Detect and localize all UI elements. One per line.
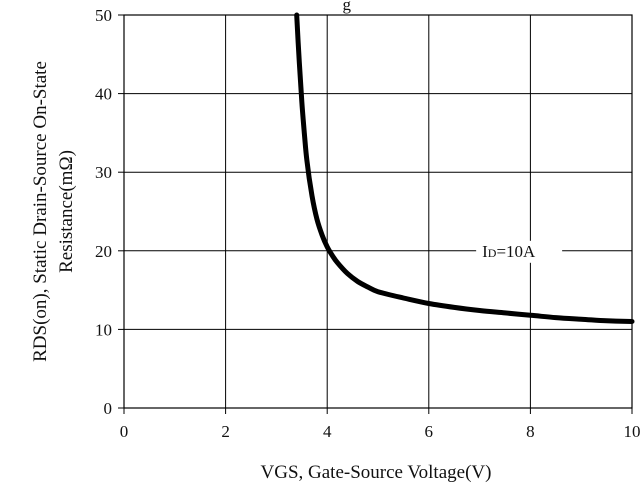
x-axis-title: VGS, Gate-Source Voltage(V) xyxy=(261,462,492,483)
x-tick-label: 0 xyxy=(120,422,129,441)
y-tick-label: 50 xyxy=(95,6,112,25)
series-label: ID=10A xyxy=(482,242,536,261)
axis-ticks: 0 2 4 6 8 10 0 10 20 30 40 50 xyxy=(95,6,641,441)
y-tick-label: 10 xyxy=(95,320,112,339)
x-tick-label: 8 xyxy=(526,422,535,441)
y-axis-title-line-1: RDS(on), Static Drain-Source On-State xyxy=(30,61,51,362)
series-label-background xyxy=(476,240,563,263)
y-axis-title-line-2: Resistance(mΩ) xyxy=(56,150,77,273)
y-tick-label: 30 xyxy=(95,163,112,182)
plot-frame xyxy=(123,14,633,409)
x-tick-label: 6 xyxy=(425,422,434,441)
series-line-id-10a xyxy=(294,12,635,324)
grid xyxy=(124,15,632,408)
x-tick-label: 10 xyxy=(624,422,641,441)
y-tick-label: 0 xyxy=(104,399,113,418)
y-tick-label: 20 xyxy=(95,242,112,261)
x-tick-label: 4 xyxy=(323,422,332,441)
y-tick-label: 40 xyxy=(95,85,112,104)
x-tick-label: 2 xyxy=(221,422,230,441)
title-fragment: g xyxy=(342,0,351,14)
